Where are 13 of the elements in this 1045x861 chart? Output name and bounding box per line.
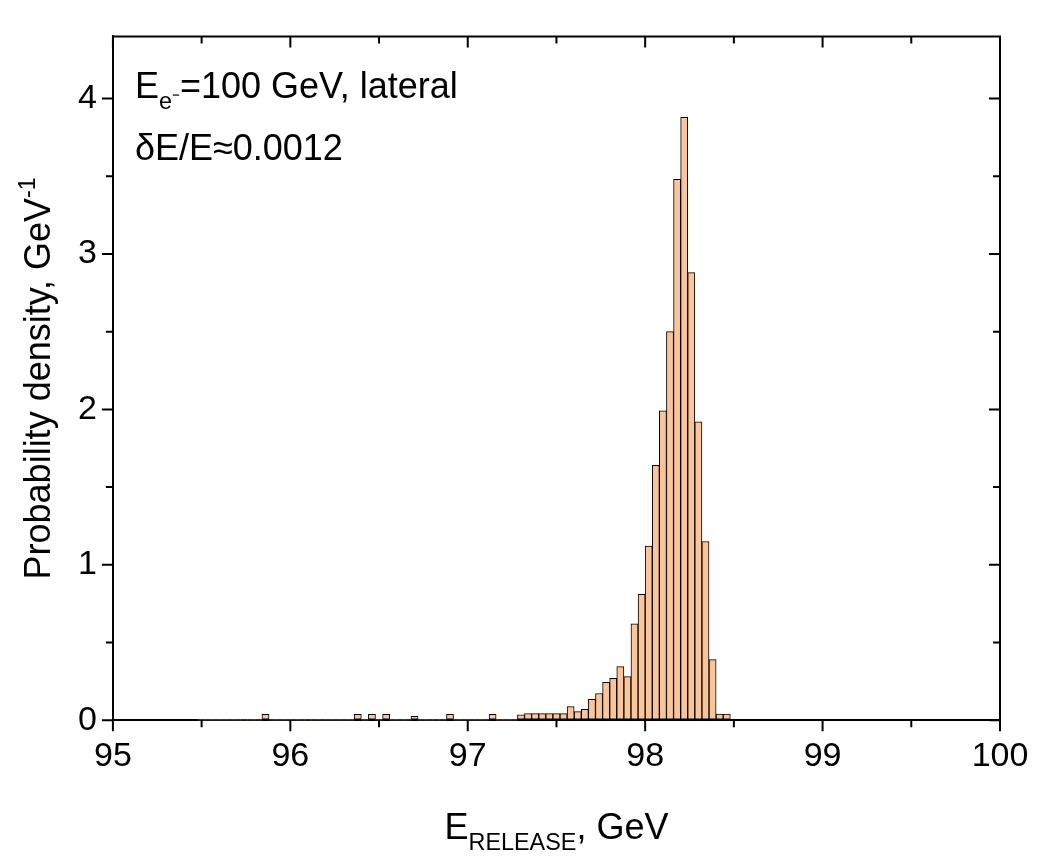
annotation: δE/E≈0.0012 [134, 127, 343, 169]
x-tick-label: 99 [803, 734, 842, 773]
y-axis-title: Probability density, GeV-1 [13, 177, 58, 580]
y-tick-label: 0 [77, 698, 97, 737]
x-tick-label: 96 [271, 734, 310, 773]
x-tick-label: 97 [448, 734, 487, 773]
x-tick-label: 98 [626, 734, 665, 773]
y-tick-label: 1 [77, 543, 97, 582]
x-tick-label: 100 [971, 734, 1029, 773]
y-tick-label: 2 [77, 387, 97, 426]
y-tick-label: 3 [77, 232, 97, 271]
y-tick-label: 4 [77, 76, 97, 115]
x-tick-label: 95 [94, 734, 132, 773]
